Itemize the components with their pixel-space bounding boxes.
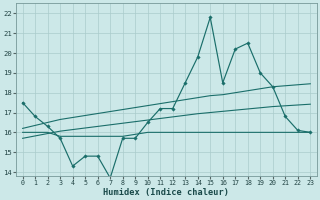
X-axis label: Humidex (Indice chaleur): Humidex (Indice chaleur)	[103, 188, 229, 197]
